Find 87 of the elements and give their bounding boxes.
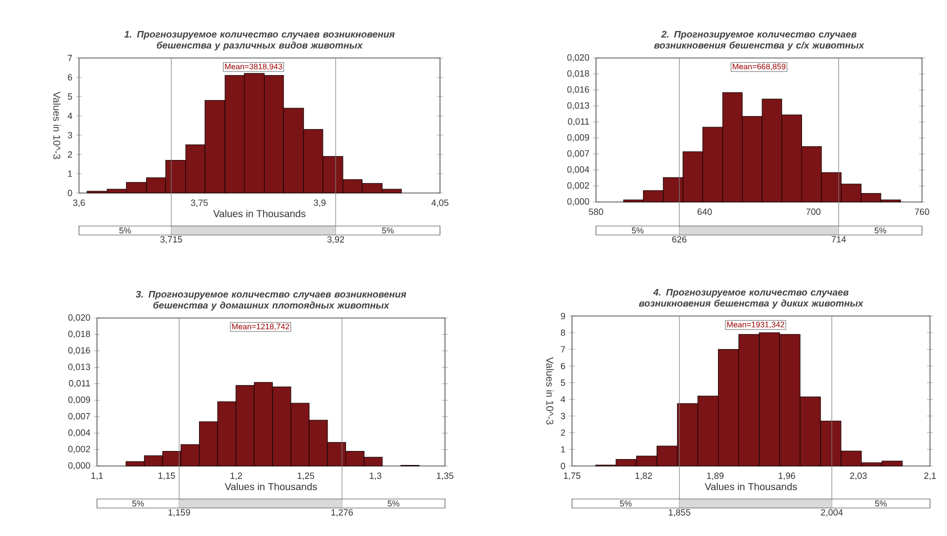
y-axis-title: Values in 10^-3 <box>53 92 61 159</box>
chart-title: 2. Прогнозируемое количество случаев возникновения бешенства у с/х животных <box>654 30 864 50</box>
ref-line-label: 3,92 <box>327 236 344 244</box>
chart-title: 4. Прогнозируемое количество случаев возникновения бешенства у диких животных <box>638 288 864 308</box>
y-tick-label: 4 <box>68 112 72 119</box>
y-tick-label: 0,011 <box>68 380 90 388</box>
y-tick-label: 5 <box>68 93 72 100</box>
x-tick-label: 1,15 <box>158 472 175 480</box>
x-tick-label: 1,2 <box>230 472 242 480</box>
y-tick-label: 2 <box>560 430 566 436</box>
y-tick-label: 0,018 <box>68 330 90 338</box>
x-tick-label: 1,82 <box>636 472 652 480</box>
x-axis-title: Values in Thousands <box>704 482 797 490</box>
y-tick-label: 3 <box>560 412 566 420</box>
x-tick-label: 1,75 <box>564 472 580 480</box>
x-tick-label: 4,05 <box>431 200 448 207</box>
chart-title: 3. Прогнозируемое количество случаев возникновения бешенства у домашних плотоядных животных <box>136 290 406 310</box>
y-tick-label: 0,004 <box>567 166 590 174</box>
x-tick-label: 2,1 <box>924 472 936 480</box>
text: 5% <box>119 228 131 234</box>
y-tick-label: 6 <box>68 74 72 80</box>
text: 5% <box>874 228 886 234</box>
y-tick-label: 2 <box>68 151 72 158</box>
x-tick-label: 580 <box>588 208 604 215</box>
y-tick-label: 0,011 <box>568 118 590 126</box>
ref-line-label: 626 <box>672 236 686 243</box>
y-tick-label: 0,020 <box>567 54 590 62</box>
chart-title: 1. Прогнозируемое количество случаев возникновения бешенства у различных видов животных <box>124 30 395 50</box>
y-tick-label: 1 <box>68 170 72 177</box>
y-tick-label: 0,009 <box>567 134 590 142</box>
y-tick-label: 9 <box>560 312 566 320</box>
ref-line-label: 2,004 <box>821 509 843 517</box>
x-tick-label: 760 <box>914 208 930 215</box>
y-tick-label: 0,002 <box>567 182 590 190</box>
y-tick-label: 4 <box>560 396 566 402</box>
y-tick-label: 7 <box>68 54 72 62</box>
ref-line-label: 3,715 <box>160 236 182 244</box>
x-tick-label: 2,03 <box>850 472 867 480</box>
y-tick-label: 7 <box>560 346 566 352</box>
y-tick-label: 0,000 <box>567 198 590 206</box>
y-tick-label: 5 <box>560 380 566 386</box>
x-tick-label: 3,6 <box>73 200 85 207</box>
y-tick-label: 0,009 <box>68 396 90 404</box>
text: 5% <box>620 500 632 506</box>
y-tick-label: 3 <box>68 132 72 138</box>
x-tick-label: 1,35 <box>436 472 454 480</box>
y-tick-label: 0,002 <box>68 446 90 454</box>
annotation: Mean=1218,742 <box>232 324 290 330</box>
x-tick-label: 3,75 <box>190 200 208 207</box>
y-tick-label: 0,016 <box>567 86 590 94</box>
y-axis-title: Values in 10^-3 <box>546 357 554 424</box>
x-tick-label: 1,3 <box>370 472 382 480</box>
y-tick-label: 0,013 <box>68 364 90 372</box>
ref-line-label: 1,276 <box>331 509 353 517</box>
x-tick-label: 1,25 <box>298 472 314 480</box>
y-tick-label: 0,013 <box>567 102 590 110</box>
x-tick-label: 640 <box>698 208 712 215</box>
x-tick-label: 3,9 <box>314 200 326 207</box>
annotation: Mean=1931,342 <box>727 322 784 328</box>
y-tick-label: 0,016 <box>68 347 90 355</box>
y-tick-label: 0,020 <box>68 314 90 322</box>
annotation: Mean=668,859 <box>732 64 786 70</box>
y-tick-label: 0,004 <box>68 429 90 437</box>
y-tick-label: 0,007 <box>567 150 590 158</box>
x-tick-label: 1,96 <box>778 472 796 480</box>
annotation: Mean=3818,943 <box>225 64 282 70</box>
ref-line-label: 1,855 <box>668 509 690 517</box>
text: 5% <box>632 228 644 234</box>
x-tick-label: 1,89 <box>707 472 724 480</box>
y-tick-label: 0,007 <box>68 412 90 420</box>
text: 5% <box>388 500 400 506</box>
x-axis-title: Values in Thousands <box>224 482 317 490</box>
ref-line-label: 1,159 <box>168 509 190 517</box>
y-tick-label: 0,000 <box>68 462 90 470</box>
y-tick-label: 0 <box>68 190 72 196</box>
y-tick-label: 0,018 <box>567 70 590 78</box>
text: 5% <box>875 500 887 506</box>
y-tick-label: 1 <box>561 446 566 452</box>
x-tick-label: 1,1 <box>91 472 103 480</box>
y-tick-label: 8 <box>560 329 566 336</box>
x-tick-label: 700 <box>806 208 820 215</box>
text: 5% <box>132 500 144 506</box>
y-tick-label: 6 <box>560 362 566 370</box>
y-tick-label: 0 <box>560 462 566 470</box>
ref-line-label: 714 <box>832 236 846 242</box>
x-axis-title: Values in Thousands <box>213 210 306 218</box>
text: 5% <box>382 228 394 234</box>
